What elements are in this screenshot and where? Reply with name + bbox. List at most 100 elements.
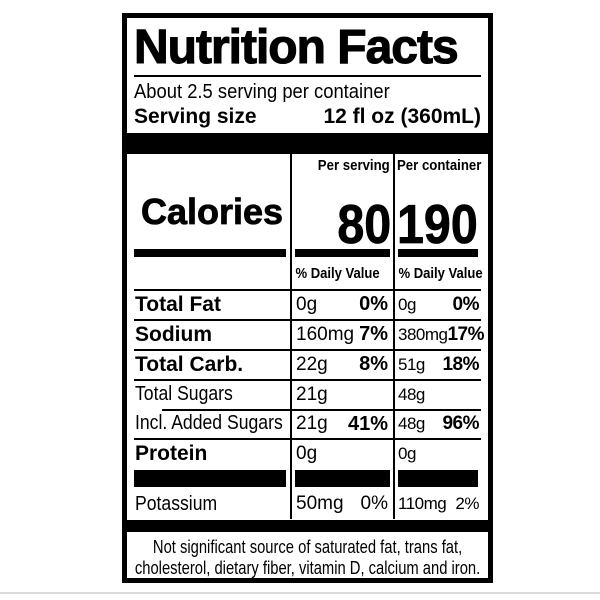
serving-size-row: Serving size 12 fl oz (360mL) <box>134 104 481 129</box>
thick-bar-cell <box>134 468 290 489</box>
calories-per-container-value: 190 <box>397 192 478 255</box>
dv-header-serving: % Daily Value <box>295 265 380 283</box>
thick-bar-cell <box>290 468 393 490</box>
per-container-cell: 0g 0% <box>393 288 481 319</box>
per-serving-amount: 160mg <box>296 323 355 345</box>
nutrient-name-cell: Total Sugars <box>134 378 290 409</box>
per-container-amount: 48g <box>398 414 425 434</box>
footnote-line-1: Not significant source of saturated fat,… <box>152 537 463 558</box>
image-edge-line <box>0 592 600 594</box>
per-container-dv: 0% <box>452 293 480 315</box>
serving-size-label: Serving size <box>134 104 257 128</box>
calories-per-container-cell: 190 <box>393 176 481 255</box>
per-serving-amount: 22g <box>296 353 328 375</box>
nutrient-row-added-sugars: Incl. Added Sugars 21g 41% 48g 96% <box>134 408 481 439</box>
per-serving-underline-cell <box>290 246 393 259</box>
spacer-cell <box>134 259 290 289</box>
dv-header-container-cell: % Daily Value <box>393 258 483 289</box>
per-serving-header-cell: Per serving <box>290 153 393 177</box>
nutrient-row-total-sugars: Total Sugars 21g 48g <box>134 378 481 409</box>
thick-bar <box>134 470 286 488</box>
nutrient-name-cell: Total Fat <box>134 288 290 319</box>
nutrient-name-cell: Potassium <box>134 489 290 519</box>
per-serving-cell: 0g 0% <box>290 288 393 319</box>
per-serving-dv: 41% <box>347 412 388 435</box>
nutrient-name-cell: Sodium <box>134 318 290 349</box>
per-container-cell: 0g <box>393 438 481 469</box>
per-container-cell: 48g <box>393 378 481 409</box>
per-serving-amount: 21g <box>296 413 328 435</box>
thick-separator-bar-top <box>127 132 488 154</box>
nutrient-name: Incl. Added Sugars <box>135 411 283 434</box>
nutrient-name: Protein <box>135 442 208 466</box>
calories-row: Calories 80 190 <box>134 176 481 255</box>
per-container-dv: 17% <box>447 323 485 345</box>
nutrient-row-protein: Protein 0g 0g <box>134 438 481 469</box>
calories-underline-cell <box>134 247 290 259</box>
thick-bar <box>398 470 478 488</box>
per-serving-cell: 21g 41% <box>290 408 393 439</box>
calories-per-serving-value: 80 <box>337 192 392 255</box>
nutrient-name-cell: Incl. Added Sugars <box>134 408 290 439</box>
dv-header-container: % Daily Value <box>398 265 483 283</box>
nutrient-row-potassium: Potassium 50mg 0% 110mg 2% <box>134 489 481 520</box>
per-container-cell: 380mg 17% <box>393 318 485 349</box>
per-serving-cell: 50mg 0% <box>290 489 393 520</box>
per-container-underline-cell <box>393 246 481 259</box>
per-serving-dv: 8% <box>359 353 388 376</box>
per-serving-cell: 160mg 7% <box>290 318 393 349</box>
per-serving-dv: 0% <box>360 493 388 515</box>
per-serving-amount: 21g <box>296 383 328 405</box>
per-container-dv: 18% <box>442 353 479 375</box>
nutrient-name: Potassium <box>135 492 218 515</box>
per-serving-amount: 0g <box>296 293 318 315</box>
per-container-dv: 2% <box>455 494 479 514</box>
nutrient-name: Total Sugars <box>135 383 233 406</box>
thick-bars-row <box>134 468 481 490</box>
per-serving-cell: 0g <box>290 438 393 469</box>
per-serving-amount: 50mg <box>296 493 344 515</box>
servings-per-container: About 2.5 serving per container <box>134 80 390 103</box>
serving-size-value: 12 fl oz (360mL) <box>323 104 481 128</box>
per-container-cell: 51g 18% <box>393 348 481 379</box>
calories-per-serving-cell: 80 <box>290 176 393 255</box>
nutrient-name: Sodium <box>135 322 212 346</box>
nutrient-name-cell: Total Carb. <box>134 348 290 379</box>
daily-value-header-row: % Daily Value % Daily Value <box>134 258 483 289</box>
medium-bar <box>398 248 478 257</box>
nutrient-name-cell: Protein <box>134 438 290 468</box>
per-container-cell: 110mg 2% <box>393 489 481 520</box>
title-divider <box>134 74 481 77</box>
calories-label: Calories <box>140 190 284 232</box>
thick-bar <box>295 470 390 488</box>
per-container-amount: 380mg <box>398 324 448 344</box>
per-serving-amount: 0g <box>296 443 318 465</box>
nutrient-row-total-carb: Total Carb. 22g 8% 51g 18% <box>134 348 481 379</box>
thick-separator-bar-bottom <box>127 520 488 533</box>
per-serving-dv: 0% <box>359 293 388 316</box>
per-container-amount: 48g <box>398 384 425 404</box>
thick-bar-cell <box>393 468 481 490</box>
per-container-header-cell: Per container <box>393 153 482 177</box>
footnote-line-2: cholesterol, dietary fiber, vitamin D, c… <box>134 557 481 578</box>
per-container-header: Per container <box>397 156 482 174</box>
dv-header-serving-cell: % Daily Value <box>290 258 393 289</box>
per-container-amount: 0g <box>398 294 416 314</box>
footnote-text: Not significant source of saturated fat,… <box>134 537 481 578</box>
per-container-amount: 51g <box>398 354 425 374</box>
calories-underline-row <box>134 246 481 259</box>
nutrient-row-total-fat: Total Fat 0g 0% 0g 0% <box>134 288 481 319</box>
footnote: Not significant source of saturated fat,… <box>134 532 481 578</box>
column-headers-row: Per serving Per container <box>134 153 482 177</box>
per-serving-cell: 21g <box>290 378 393 409</box>
per-container-cell: 48g 96% <box>393 408 481 439</box>
per-container-amount: 110mg <box>398 494 447 514</box>
label-title: Nutrition Facts <box>133 21 459 74</box>
per-serving-cell: 22g 8% <box>290 348 393 379</box>
nutrition-facts-label: Nutrition Facts About 2.5 serving per co… <box>122 13 493 583</box>
medium-bar <box>295 248 390 257</box>
nutrient-row-sodium: Sodium 160mg 7% 380mg 17% <box>134 318 485 349</box>
per-container-dv: 96% <box>442 413 479 435</box>
nutrient-name: Total Fat <box>135 292 221 316</box>
